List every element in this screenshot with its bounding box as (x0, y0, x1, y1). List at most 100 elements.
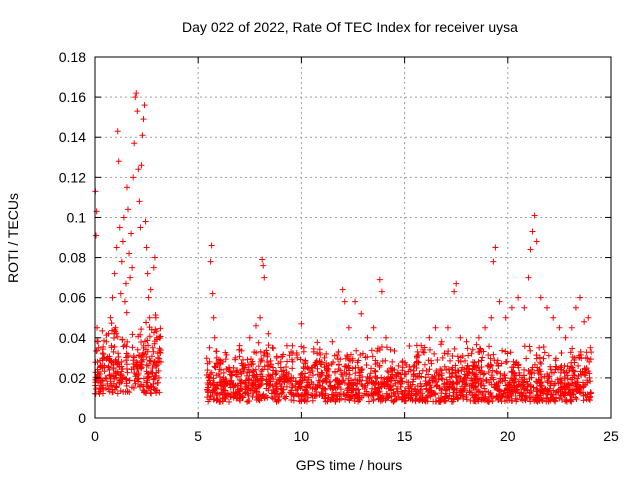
data-point-dense (270, 387, 277, 394)
data-point-dense (371, 367, 378, 374)
data-point-dense (548, 378, 555, 385)
data-point-dense (573, 383, 580, 390)
data-point-dense (421, 361, 428, 368)
data-point-dense (406, 363, 413, 370)
data-point-dense (324, 398, 331, 405)
data-point (358, 310, 365, 317)
data-point-dense (308, 379, 315, 386)
data-point-dense (374, 345, 381, 352)
data-point-dense (148, 390, 155, 397)
data-point-dense (138, 364, 145, 371)
data-point-dense (373, 379, 380, 386)
data-point-dense (229, 372, 236, 379)
data-point-dense (126, 377, 133, 384)
data-point-dense (355, 364, 362, 371)
data-point-dense (112, 356, 119, 363)
data-point-dense (372, 373, 379, 380)
data-point-dense (399, 390, 406, 397)
data-point-dense (423, 386, 430, 393)
data-point-dense (551, 381, 558, 388)
data-point (208, 242, 215, 249)
data-point-dense (148, 383, 155, 390)
data-point-dense (485, 369, 492, 376)
data-point-dense (335, 362, 342, 369)
data-point-dense (477, 369, 484, 376)
data-point-dense (387, 346, 394, 353)
data-point (323, 350, 330, 357)
data-point-dense (153, 359, 160, 366)
data-point-dense (508, 364, 515, 371)
data-point-dense (108, 327, 115, 334)
data-point-dense (423, 394, 430, 401)
data-point-dense (334, 356, 341, 363)
data-point-dense (113, 384, 120, 391)
y-tick-label: 0.06 (59, 290, 86, 306)
data-point-dense (366, 374, 373, 381)
data-point-dense (103, 375, 110, 382)
data-point (376, 276, 383, 283)
data-point-dense (284, 358, 291, 365)
data-point (475, 334, 482, 341)
data-point-dense (507, 391, 514, 398)
y-tick-label: 0.12 (59, 169, 86, 185)
data-point-dense (499, 375, 506, 382)
data-point-dense (281, 373, 288, 380)
data-point-dense (478, 396, 485, 403)
data-point-dense (113, 372, 120, 379)
data-point-dense (547, 366, 554, 373)
data-point (215, 370, 222, 377)
data-point-dense (265, 387, 272, 394)
data-point (226, 364, 233, 371)
data-point-dense (531, 361, 538, 368)
data-point-dense (123, 361, 130, 368)
data-point-dense (538, 374, 545, 381)
data-point (294, 354, 301, 361)
data-point-dense (584, 379, 591, 386)
data-point-dense (249, 372, 256, 379)
x-tick-label: 25 (603, 428, 619, 444)
data-point-dense (145, 342, 152, 349)
data-point (141, 102, 148, 109)
data-point-dense (316, 378, 323, 385)
data-point-dense (512, 395, 519, 402)
data-point-dense (516, 390, 523, 397)
data-point-dense (518, 389, 525, 396)
data-point-dense (147, 358, 154, 365)
data-point-dense (542, 386, 549, 393)
data-point-dense (111, 330, 118, 337)
data-point-dense (219, 398, 226, 405)
data-point-dense (212, 364, 219, 371)
data-point-dense (428, 360, 435, 367)
data-point-dense (527, 347, 534, 354)
data-point (99, 362, 106, 369)
data-point-dense (325, 394, 332, 401)
data-point-dense (304, 382, 311, 389)
data-point (128, 230, 135, 237)
data-point-dense (448, 373, 455, 380)
data-point-dense (438, 390, 445, 397)
data-point-dense (135, 333, 142, 340)
data-point-dense (328, 391, 335, 398)
data-point-dense (445, 395, 452, 402)
data-point-dense (157, 358, 164, 365)
data-point-dense (370, 397, 377, 404)
data-point-dense (223, 351, 230, 358)
data-point-dense (108, 344, 115, 351)
data-point-dense (212, 386, 219, 393)
y-tick-label: 0.08 (59, 250, 86, 266)
data-point-dense (245, 375, 252, 382)
data-point (587, 344, 594, 351)
data-point (352, 298, 359, 305)
data-point-dense (125, 352, 132, 359)
data-point-dense (272, 371, 279, 378)
data-point-dense (569, 364, 576, 371)
data-point-dense (488, 362, 495, 369)
data-point-dense (227, 393, 234, 400)
data-point-dense (277, 364, 284, 371)
data-point-dense (151, 373, 158, 380)
data-point (426, 334, 433, 341)
data-point-dense (130, 353, 137, 359)
data-point-dense (443, 366, 450, 373)
data-point (562, 334, 569, 341)
data-point-dense (567, 363, 574, 370)
